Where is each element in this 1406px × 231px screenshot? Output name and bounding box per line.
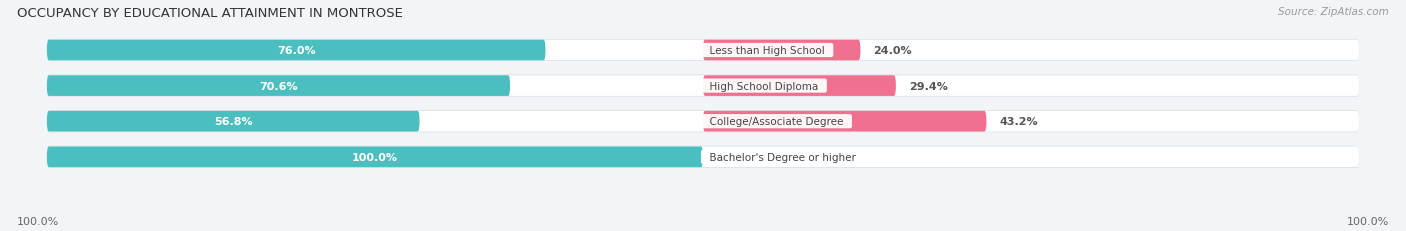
Text: 70.6%: 70.6% bbox=[259, 81, 298, 91]
FancyBboxPatch shape bbox=[46, 147, 703, 167]
FancyBboxPatch shape bbox=[703, 111, 987, 132]
FancyBboxPatch shape bbox=[46, 76, 510, 97]
FancyBboxPatch shape bbox=[703, 40, 860, 61]
Text: High School Diploma: High School Diploma bbox=[703, 81, 825, 91]
Text: 29.4%: 29.4% bbox=[910, 81, 948, 91]
FancyBboxPatch shape bbox=[46, 75, 1360, 97]
Text: Bachelor's Degree or higher: Bachelor's Degree or higher bbox=[703, 152, 862, 162]
Text: OCCUPANCY BY EDUCATIONAL ATTAINMENT IN MONTROSE: OCCUPANCY BY EDUCATIONAL ATTAINMENT IN M… bbox=[17, 7, 402, 20]
Text: College/Associate Degree: College/Associate Degree bbox=[703, 117, 849, 127]
FancyBboxPatch shape bbox=[46, 111, 1360, 132]
Text: 100.0%: 100.0% bbox=[352, 152, 398, 162]
FancyBboxPatch shape bbox=[46, 111, 419, 132]
Text: 100.0%: 100.0% bbox=[1347, 216, 1389, 226]
Text: 24.0%: 24.0% bbox=[873, 46, 912, 56]
FancyBboxPatch shape bbox=[46, 111, 1360, 133]
Text: 100.0%: 100.0% bbox=[17, 216, 59, 226]
FancyBboxPatch shape bbox=[703, 76, 896, 97]
Text: Source: ZipAtlas.com: Source: ZipAtlas.com bbox=[1278, 7, 1389, 17]
Text: 43.2%: 43.2% bbox=[1000, 117, 1038, 127]
FancyBboxPatch shape bbox=[46, 76, 1360, 97]
FancyBboxPatch shape bbox=[46, 40, 546, 61]
FancyBboxPatch shape bbox=[46, 146, 1360, 168]
FancyBboxPatch shape bbox=[46, 147, 1360, 167]
Text: 56.8%: 56.8% bbox=[214, 117, 253, 127]
Text: 76.0%: 76.0% bbox=[277, 46, 315, 56]
Text: Less than High School: Less than High School bbox=[703, 46, 831, 56]
FancyBboxPatch shape bbox=[46, 40, 1360, 62]
Text: 0.0%: 0.0% bbox=[716, 152, 747, 162]
FancyBboxPatch shape bbox=[46, 40, 1360, 61]
